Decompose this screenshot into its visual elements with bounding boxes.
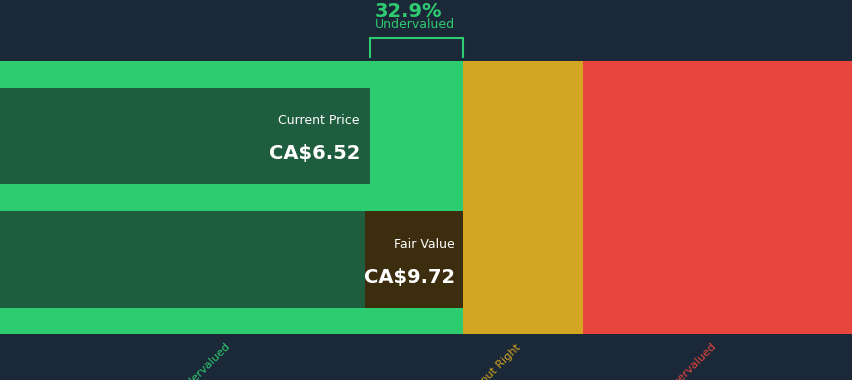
Bar [0, 184, 463, 211]
Bar [463, 211, 582, 307]
Bar [463, 184, 582, 211]
Bar [582, 88, 852, 184]
Text: About Right: About Right [469, 342, 522, 380]
Text: 32.9%: 32.9% [374, 2, 441, 21]
Text: CA$6.52: CA$6.52 [268, 144, 360, 163]
Bar [0, 88, 370, 184]
Bar [582, 307, 852, 334]
Bar [463, 88, 582, 184]
Bar [582, 211, 852, 307]
Bar [365, 211, 463, 307]
Bar [582, 61, 852, 88]
Bar [0, 61, 463, 88]
Bar [0, 211, 463, 307]
Text: 20% Undervalued: 20% Undervalued [153, 342, 232, 380]
Bar [0, 88, 463, 184]
Bar [0, 211, 463, 307]
Bar [0, 307, 463, 334]
Text: CA$9.72: CA$9.72 [363, 268, 454, 287]
Bar [582, 184, 852, 211]
Bar [463, 307, 582, 334]
Text: Current Price: Current Price [278, 114, 360, 127]
Bar [463, 61, 582, 88]
Text: 20% Overvalued: 20% Overvalued [644, 342, 717, 380]
Text: Undervalued: Undervalued [374, 18, 454, 31]
Text: Fair Value: Fair Value [394, 238, 454, 251]
